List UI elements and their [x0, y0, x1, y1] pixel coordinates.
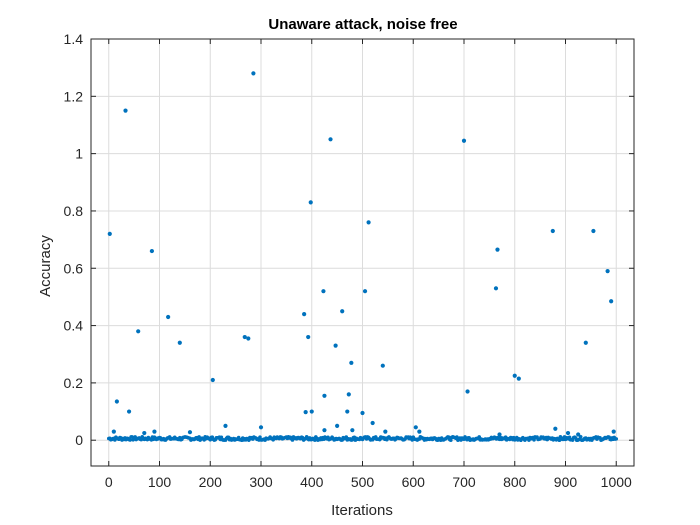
x-tick-label: 0 [105, 474, 113, 490]
y-axis-label: Accuracy [37, 235, 54, 297]
x-axis-label: Iterations [331, 502, 393, 519]
data-point [461, 138, 467, 143]
y-tick-label: 0.4 [64, 318, 84, 334]
data-point [370, 420, 375, 426]
data-point [345, 409, 350, 414]
data-point [512, 373, 517, 378]
data-point [107, 231, 112, 236]
data-point [142, 430, 147, 436]
data-point [583, 340, 588, 345]
data-point [553, 426, 558, 431]
x-tick-label: 500 [351, 474, 375, 490]
x-tick-label: 800 [503, 474, 527, 490]
data-point [152, 429, 157, 434]
data-point [413, 425, 418, 430]
data-point [111, 429, 116, 434]
data-point [177, 340, 182, 345]
x-tick-label: 300 [249, 474, 273, 490]
data-point [380, 363, 385, 368]
x-tick-label: 100 [148, 474, 172, 490]
x-tick-label: 200 [199, 474, 223, 490]
data-point [340, 309, 345, 314]
y-tick-label: 1 [75, 146, 83, 162]
data-point [362, 289, 368, 294]
data-point [493, 286, 499, 291]
y-tick-label: 1.4 [64, 31, 84, 47]
data-point [306, 334, 311, 340]
data-point [321, 289, 326, 294]
data-point [417, 429, 422, 434]
data-point [328, 137, 333, 142]
y-tick-label: 1.2 [64, 88, 84, 104]
data-point-baseline [532, 438, 536, 442]
data-point [550, 228, 555, 234]
grid-lines [91, 38, 634, 466]
axis-ticks: 0 100 200 300 400 500 600 700 800 900 1000 0 0.2 0.4 0… [64, 31, 634, 490]
x-tick-label: 1000 [601, 474, 632, 490]
x-tick-label: 700 [452, 474, 476, 490]
data-point [333, 343, 338, 348]
data-point [609, 299, 614, 304]
data-point [223, 423, 228, 428]
data-point-baseline [258, 435, 262, 439]
data-point [187, 430, 193, 435]
x-tick-label: 900 [554, 474, 578, 490]
data-point [576, 432, 581, 437]
y-tick-label: 0.8 [64, 203, 84, 219]
data-point [465, 389, 470, 394]
data-point [242, 334, 247, 340]
data-point [360, 410, 365, 416]
data-point-baseline [449, 438, 453, 442]
data-point [123, 108, 128, 113]
data-point-baseline [614, 437, 619, 441]
data-point [611, 429, 616, 434]
data-points [106, 71, 619, 443]
data-point [591, 228, 596, 234]
data-point [308, 200, 313, 205]
data-point [210, 377, 215, 383]
data-point [565, 430, 571, 436]
x-tick-label: 600 [402, 474, 426, 490]
data-point [497, 432, 502, 437]
data-point [303, 410, 308, 415]
data-point [335, 423, 340, 428]
data-point [322, 428, 327, 433]
data-point [258, 425, 264, 430]
data-point [309, 409, 314, 414]
data-point [114, 399, 119, 404]
data-point-baseline [128, 438, 132, 442]
data-point [349, 360, 354, 365]
data-point-baseline [578, 434, 583, 439]
data-point [350, 428, 355, 433]
data-point [366, 220, 371, 225]
data-point [246, 336, 251, 341]
data-point [346, 392, 351, 397]
data-point [251, 71, 256, 76]
y-tick-label: 0.6 [64, 260, 84, 276]
data-point [516, 376, 521, 381]
x-tick-label: 400 [300, 474, 324, 490]
data-point [605, 269, 610, 274]
data-point [383, 429, 388, 434]
data-point [136, 329, 141, 334]
data-point [149, 248, 154, 254]
data-point [126, 409, 132, 414]
data-point [302, 312, 307, 317]
data-point [166, 314, 171, 320]
y-tick-label: 0 [75, 432, 83, 448]
chart-title: Unaware attack, noise free [268, 16, 457, 33]
data-point [322, 393, 327, 398]
data-point [495, 247, 500, 252]
y-tick-label: 0.2 [64, 375, 84, 391]
